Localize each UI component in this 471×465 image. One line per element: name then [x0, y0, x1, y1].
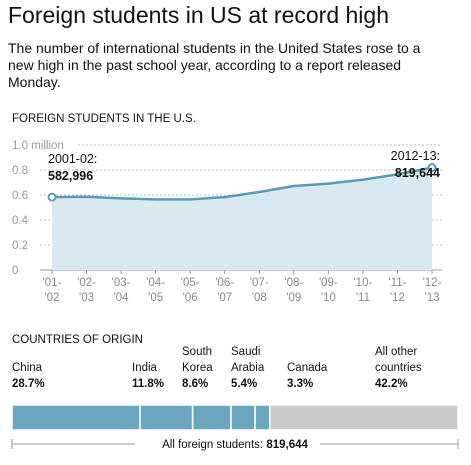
- x-tick-label: '11-: [388, 277, 406, 289]
- total-value: 819,644: [266, 439, 308, 451]
- x-tick-label: '08-: [284, 277, 303, 289]
- value-label: 8.6%: [182, 378, 208, 390]
- x-tick-label: '12-: [423, 277, 442, 289]
- total-bg: [135, 436, 320, 452]
- value-label: 42.2%: [375, 378, 408, 390]
- area: [52, 167, 432, 270]
- category-label: Korea: [182, 362, 213, 374]
- bar-segment: [269, 404, 459, 431]
- value-label: 3.3%: [287, 378, 313, 390]
- value-label: 28.7%: [12, 378, 45, 390]
- category-label: China: [12, 362, 43, 374]
- x-tick-label: '11: [356, 292, 370, 304]
- x-tick-label: '04: [114, 292, 130, 304]
- annotation: 2012-13:: [391, 149, 440, 163]
- bar-segment: [139, 404, 194, 431]
- y-tick-label: 0.4: [12, 215, 29, 227]
- x-tick-label: '03-: [112, 277, 131, 289]
- x-tick-label: '03: [79, 292, 94, 304]
- x-tick-label: '12: [390, 292, 405, 304]
- value-label: 5.4%: [231, 378, 257, 390]
- annotation: 2001-02:: [48, 152, 97, 166]
- y-tick-label: 0.8: [12, 165, 28, 177]
- bar-segment: [191, 404, 232, 431]
- category-label: countries: [375, 362, 422, 374]
- x-tick-label: '10: [321, 292, 336, 304]
- y-tick-label: 0.2: [12, 240, 28, 252]
- category-label: India: [132, 362, 158, 374]
- value-label: 11.8%: [132, 378, 164, 390]
- y-tick-label: 0.6: [12, 190, 28, 202]
- end-point: [427, 163, 437, 173]
- x-tick-label: '06-: [215, 277, 234, 289]
- x-tick-label: '09-: [319, 277, 338, 289]
- end-point: [47, 192, 57, 202]
- x-tick-label: '04-: [146, 277, 165, 289]
- y-tick-label: 1.0 million: [12, 140, 64, 152]
- x-tick-label: '05-: [181, 277, 200, 289]
- category-label: South: [182, 346, 212, 358]
- value-label: 819,644: [395, 166, 440, 180]
- y-tick-label: 0: [12, 265, 18, 277]
- title: Foreign students in US at record high: [8, 2, 389, 28]
- x-tick-label: '05: [148, 292, 163, 304]
- bar-segment: [230, 404, 256, 431]
- x-tick-label: '08: [252, 292, 267, 304]
- line: [51, 166, 433, 201]
- x-tick-label: '13: [425, 292, 440, 304]
- x-tick-label: '02: [45, 292, 60, 304]
- section-title: FOREIGN STUDENTS IN THE U.S.: [12, 113, 196, 125]
- x-tick-label: '02-: [77, 277, 96, 289]
- x-tick-label: '01-: [43, 277, 62, 289]
- x-tick-label: '09: [286, 292, 301, 304]
- x-tick-label: '10-: [353, 277, 372, 289]
- category-label: Canada: [287, 362, 328, 374]
- value-label: 582,996: [48, 169, 93, 183]
- section-title: COUNTRIES OF ORIGIN: [12, 334, 143, 346]
- x-tick-label: '07-: [250, 277, 269, 289]
- subtitle: The number of international students in …: [8, 40, 421, 90]
- category-label: Saudi: [231, 346, 260, 358]
- bar-segment: [11, 404, 141, 431]
- bar-segment: [254, 404, 271, 431]
- x-tick-label: '06: [183, 292, 198, 304]
- category-label: Arabia: [231, 362, 265, 374]
- x-tick-label: '07: [217, 292, 232, 304]
- category-label: All other: [375, 346, 417, 358]
- total-label: All foreign students: 819,644: [162, 439, 308, 451]
- total-text: All foreign students:: [162, 439, 263, 451]
